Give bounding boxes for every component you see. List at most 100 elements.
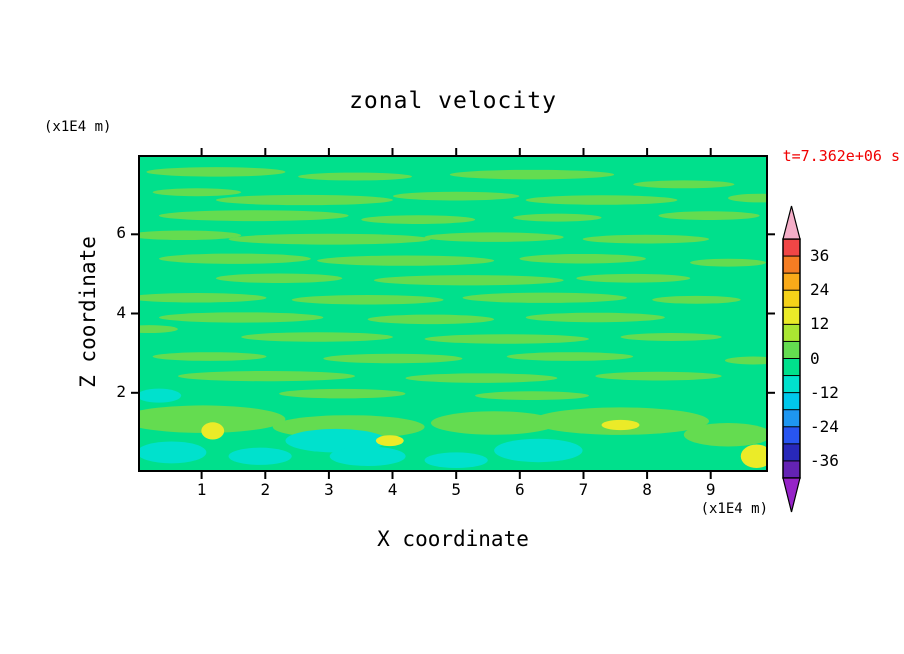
contour-blob xyxy=(215,194,393,206)
colorbar-tick-label: -24 xyxy=(810,416,839,436)
contour-field xyxy=(140,157,766,470)
time-label: t=7.362e+06 s xyxy=(782,147,900,165)
contour-blob xyxy=(475,391,589,400)
x-tick-label: 8 xyxy=(642,480,652,499)
contour-blob xyxy=(449,169,615,180)
contour-blob xyxy=(519,253,646,264)
colorbar-segment xyxy=(782,340,801,360)
z-axis-unit-label: (x1E4 m) xyxy=(44,119,112,135)
contour-blob xyxy=(424,232,564,242)
colorbar xyxy=(782,205,801,513)
contour-blob xyxy=(279,388,406,399)
contour-blob xyxy=(424,452,488,469)
contour-blob xyxy=(652,295,741,304)
x-tick-label: 6 xyxy=(514,480,525,499)
x-axis-label: X coordinate xyxy=(377,527,529,551)
x-tick-label: 9 xyxy=(705,480,716,499)
colorbar-segment xyxy=(782,358,801,377)
contour-blob xyxy=(525,195,678,205)
colorbar-segment xyxy=(782,323,801,343)
colorbar-tick-label: -36 xyxy=(810,450,839,470)
contour-blob xyxy=(595,371,722,381)
contour-blob xyxy=(513,213,602,222)
contour-blob xyxy=(140,230,242,241)
contour-blob xyxy=(228,233,431,245)
contour-blob xyxy=(158,312,324,323)
contour-blob xyxy=(494,438,583,463)
contour-blob xyxy=(361,215,476,224)
chart-title: zonal velocity xyxy=(349,88,557,114)
contour-blob xyxy=(658,211,760,220)
colorbar-tick-label: 12 xyxy=(810,314,830,334)
colorbar-tick-label: 36 xyxy=(810,246,830,266)
colorbar-segment xyxy=(782,392,801,411)
contour-blob xyxy=(177,370,356,382)
contour-blob xyxy=(323,353,463,364)
x-tick-label: 5 xyxy=(451,480,461,499)
contour-blob xyxy=(405,373,558,383)
contour-blob xyxy=(683,423,766,447)
contour-blob xyxy=(728,193,766,203)
contour-blob xyxy=(140,441,207,464)
z-tick-label: 4 xyxy=(116,302,126,322)
x-tick-label: 2 xyxy=(260,480,271,499)
colorbar-segment xyxy=(782,409,801,428)
contour-blob xyxy=(241,332,393,342)
contour-blob xyxy=(140,405,286,433)
contour-blob xyxy=(228,447,292,465)
contour-blob xyxy=(298,172,412,181)
contour-blob xyxy=(392,191,520,201)
contour-blob xyxy=(285,428,387,453)
contour-blob xyxy=(329,446,406,467)
colorbar-segment xyxy=(782,255,801,275)
colorbar-segment xyxy=(782,375,801,394)
contour-blob xyxy=(215,273,343,283)
contour-blob xyxy=(152,188,242,197)
contour-blob xyxy=(506,352,634,361)
contour-blob xyxy=(158,210,349,222)
z-tick-label: 2 xyxy=(116,381,126,401)
contour-blob xyxy=(525,312,665,323)
colorbar-segment xyxy=(782,460,801,479)
colorbar-over-arrow xyxy=(782,205,801,240)
contour-blob xyxy=(140,388,182,403)
contour-blob xyxy=(158,253,311,264)
contour-blob xyxy=(462,292,627,303)
colorbar-segment xyxy=(782,289,801,309)
contour-blob xyxy=(140,325,178,334)
contour-blob xyxy=(152,352,267,361)
x-axis-unit-label: (x1E4 m) xyxy=(700,501,768,517)
z-tick-label: 6 xyxy=(116,223,126,243)
contour-blob xyxy=(367,314,495,325)
colorbar-segment xyxy=(782,238,801,257)
contour-blob xyxy=(373,275,564,286)
contour-blob xyxy=(690,258,766,267)
contour-blob xyxy=(291,295,444,305)
colorbar-segment xyxy=(782,306,801,326)
x-tick-label: 3 xyxy=(324,480,334,499)
contour-blob xyxy=(140,293,267,303)
colorbar-tick-label: -12 xyxy=(810,382,839,402)
colorbar-tick-label: 24 xyxy=(810,280,830,300)
contour-blob xyxy=(317,255,495,266)
colorbar-tick-label: 0 xyxy=(810,348,820,368)
contour-blob xyxy=(601,419,640,431)
contour-blob xyxy=(724,356,766,365)
contour-blob xyxy=(740,444,766,469)
x-tick-label: 4 xyxy=(387,480,398,499)
contour-blob xyxy=(633,180,735,189)
contour-blob xyxy=(146,167,286,177)
colorbar-under-arrow xyxy=(782,477,801,513)
colorbar-segment xyxy=(782,443,801,462)
contour-blob xyxy=(375,435,404,447)
contour-blob xyxy=(576,273,691,283)
contour-blob xyxy=(620,333,722,341)
colorbar-segment xyxy=(782,272,801,292)
colorbar-segment xyxy=(782,426,801,445)
x-tick-label: 7 xyxy=(578,480,589,499)
contour-blob xyxy=(582,234,710,244)
contour-blob xyxy=(201,422,225,440)
x-tick-label: 1 xyxy=(196,480,207,499)
z-axis-label: Z coordinate xyxy=(76,236,100,388)
